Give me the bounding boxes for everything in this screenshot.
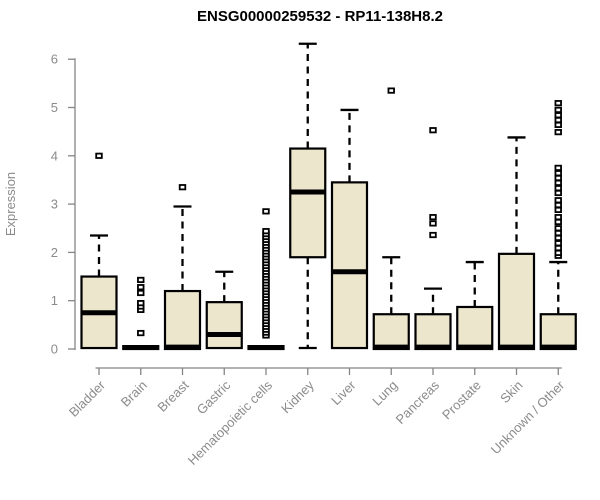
outlier-point <box>262 208 270 215</box>
iqr-box <box>163 289 202 351</box>
x-tick-label: Gastric <box>194 377 234 417</box>
outlier-point <box>554 229 562 237</box>
y-tick-label: 1 <box>51 293 58 308</box>
outlier-point <box>554 185 562 192</box>
outlier-point <box>554 244 562 252</box>
y-tick-label: 3 <box>51 197 58 212</box>
iqr-box <box>497 252 536 351</box>
outlier-point <box>554 174 562 182</box>
x-tick-label: Lung <box>369 378 400 409</box>
iqr-box <box>539 313 577 351</box>
outlier-point <box>137 329 145 337</box>
outlier-point <box>554 179 562 186</box>
x-tick-label: Liver <box>328 377 359 408</box>
y-tick-label: 5 <box>51 100 58 115</box>
x-tick-label: Unknown / Other <box>488 377 568 457</box>
x-tick-label: Brain <box>118 378 150 410</box>
y-tick-label: 0 <box>51 342 58 357</box>
outlier-point <box>178 184 187 191</box>
outlier-point <box>429 214 437 221</box>
outlier-point <box>95 152 103 159</box>
outlier-point <box>554 106 562 114</box>
box-unknown-other <box>539 100 577 351</box>
iqr-box <box>289 147 327 259</box>
outlier-point <box>137 284 145 291</box>
outlier-point <box>554 112 562 119</box>
y-tick-label: 6 <box>51 52 58 67</box>
y-axis-title: Expression <box>3 172 18 236</box>
outlier-point <box>429 127 437 134</box>
outlier-point <box>554 240 562 247</box>
box-bladder <box>80 152 118 350</box>
box-gastric <box>205 270 243 350</box>
box-kidney <box>289 42 327 350</box>
iqr-box <box>205 301 243 350</box>
box-series <box>80 42 577 351</box>
outlier-point <box>554 234 562 242</box>
outlier-point <box>554 201 562 209</box>
box-breast <box>163 184 202 351</box>
outlier-point <box>554 189 562 197</box>
iqr-box <box>330 181 369 350</box>
x-tick-label: Kidney <box>278 377 317 416</box>
outlier-point <box>137 300 145 307</box>
x-tick-label: Prostate <box>439 378 484 423</box>
box-skin <box>497 136 536 351</box>
iqr-box <box>456 305 494 351</box>
outlier-point <box>554 121 562 128</box>
outlier-point <box>137 289 145 297</box>
x-tick-label: Breast <box>154 377 191 414</box>
chart-title: ENSG00000259532 - RP11-138H8.2 <box>196 8 443 25</box>
box-brain <box>122 276 160 351</box>
outlier-point <box>554 100 562 107</box>
box-liver <box>330 108 369 350</box>
x-tick-label: Bladder <box>66 377 109 420</box>
outlier-point <box>387 87 395 94</box>
y-tick-label: 4 <box>51 148 58 163</box>
outlier-point <box>262 228 270 235</box>
outlier-point <box>554 218 562 226</box>
outlier-point <box>554 249 562 256</box>
outlier-point <box>429 220 437 227</box>
y-tick-label: 2 <box>51 245 58 260</box>
iqr-box <box>414 313 452 351</box>
box-prostate <box>456 260 494 351</box>
outlier-point <box>554 225 562 232</box>
outlier-point <box>554 206 562 213</box>
outlier-point <box>554 164 562 171</box>
outlier-point <box>554 197 562 204</box>
box-hematopoietic-cells <box>247 208 285 351</box>
outlier-point <box>554 116 562 124</box>
box-lung <box>372 87 410 351</box>
outlier-point <box>137 276 145 284</box>
box-pancreas <box>414 127 452 351</box>
x-tick-label: Skin <box>497 378 525 406</box>
outlier-point <box>554 129 562 136</box>
outlier-point <box>554 214 562 221</box>
outlier-point <box>429 231 437 239</box>
outlier-point <box>554 170 562 177</box>
iqr-box <box>372 313 410 351</box>
x-tick-label: Pancreas <box>393 377 443 427</box>
